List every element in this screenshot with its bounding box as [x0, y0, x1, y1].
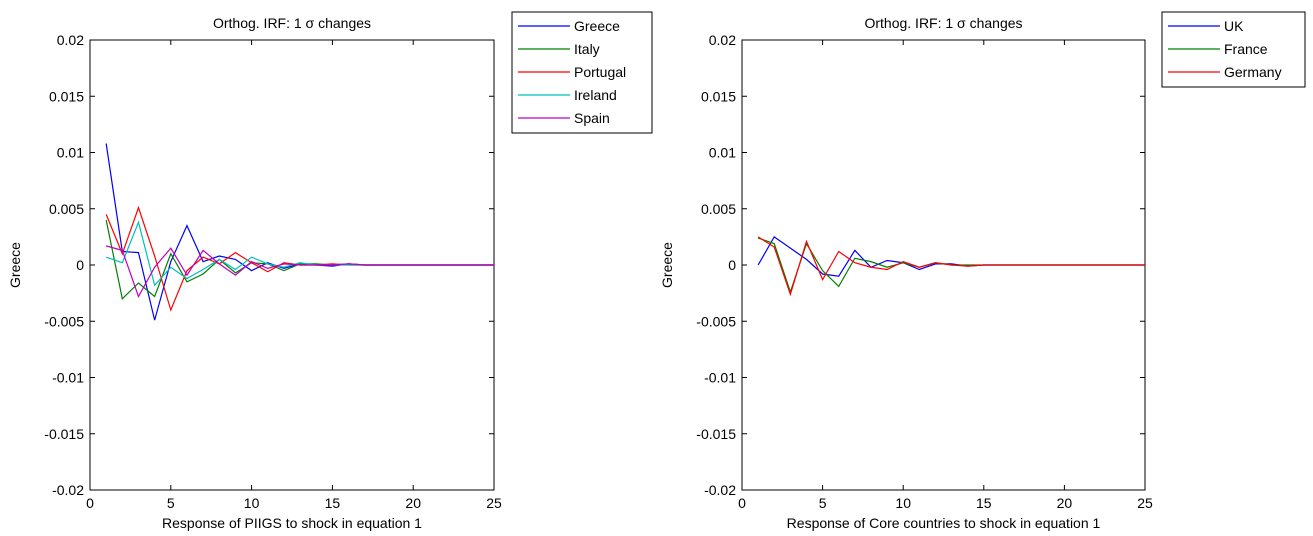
- x-tick-label: 5: [819, 495, 827, 511]
- legend-label: Germany: [1224, 64, 1282, 80]
- y-tick-label: 0: [728, 257, 736, 273]
- y-tick-label: 0: [76, 257, 84, 273]
- y-tick-label: -0.01: [704, 370, 736, 386]
- legend-label: Spain: [574, 110, 610, 126]
- x-tick-label: 0: [86, 495, 94, 511]
- y-axis-label: Greece: [659, 242, 675, 288]
- x-tick-label: 15: [976, 495, 992, 511]
- y-tick-label: -0.015: [44, 426, 84, 442]
- y-tick-label: -0.01: [52, 370, 84, 386]
- chart-title: Orthog. IRF: 1 σ changes: [213, 15, 371, 31]
- y-tick-label: 0.005: [701, 201, 736, 217]
- x-tick-label: 15: [325, 495, 341, 511]
- x-tick-label: 10: [244, 495, 260, 511]
- y-tick-label: 0.015: [49, 88, 84, 104]
- y-tick-label: 0.015: [701, 88, 736, 104]
- x-tick-label: 25: [1137, 495, 1153, 511]
- chart-title: Orthog. IRF: 1 σ changes: [864, 15, 1022, 31]
- legend-label: Greece: [574, 18, 620, 34]
- y-tick-label: 0.005: [49, 201, 84, 217]
- y-tick-label: 0.01: [709, 145, 736, 161]
- series-line-spain: [105, 245, 494, 298]
- chart-core-countries: Orthog. IRF: 1 σ changes 0 5 10 15 20 25 0.02 0.…: [659, 11, 1306, 531]
- x-tick-label: 0: [738, 495, 746, 511]
- legend: UK France Germany: [1161, 11, 1306, 88]
- y-tick-label: 0.01: [57, 145, 84, 161]
- legend: Greece Italy Portugal Ireland Spain: [511, 11, 653, 134]
- x-axis-label: Response of Core countries to shock in e…: [787, 515, 1101, 531]
- y-tick-label: -0.02: [704, 482, 736, 498]
- legend-label: France: [1224, 41, 1268, 57]
- y-tick-label: 0.02: [709, 32, 736, 48]
- x-axis-label: Response of PIIGS to shock in equation 1: [162, 515, 422, 531]
- chart-piigs: Orthog. IRF: 1 σ changes 0 5 10 15 20 25 0.02 0.…: [7, 11, 653, 531]
- y-tick-label: -0.02: [52, 482, 84, 498]
- y-axis-label: Greece: [7, 242, 23, 288]
- y-tick-label: 0.02: [57, 32, 84, 48]
- y-tick-label: -0.005: [44, 313, 84, 329]
- legend-label: Portugal: [574, 64, 626, 80]
- legend-label: Ireland: [574, 87, 617, 103]
- y-tick-label: -0.005: [696, 313, 736, 329]
- y-tick-label: -0.015: [696, 426, 736, 442]
- x-tick-label: 20: [405, 495, 421, 511]
- legend-label: Italy: [574, 41, 600, 57]
- x-tick-label: 20: [1057, 495, 1073, 511]
- x-tick-label: 5: [167, 495, 175, 511]
- legend-label: UK: [1224, 18, 1244, 34]
- x-tick-label: 10: [895, 495, 911, 511]
- x-tick-label: 25: [486, 495, 502, 511]
- series-line-germany: [757, 236, 1145, 297]
